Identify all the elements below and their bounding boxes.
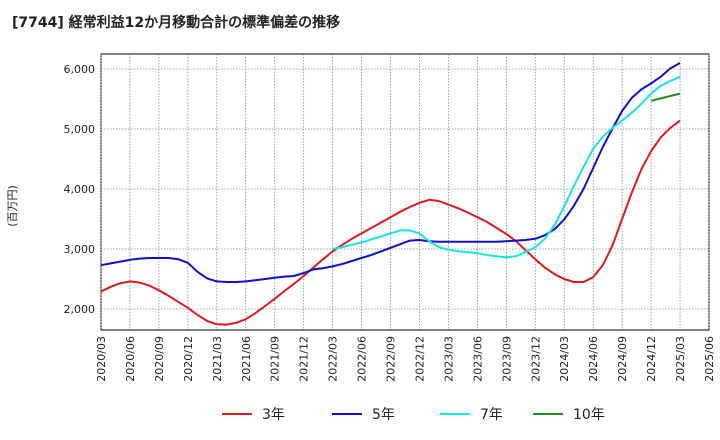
y-tick-label: 3,000 bbox=[64, 243, 96, 256]
x-tick-label: 2020/06 bbox=[124, 336, 137, 382]
x-tick-label: 2020/12 bbox=[182, 336, 195, 382]
x-tick-label: 2022/09 bbox=[385, 336, 398, 382]
y-tick-label: 5,000 bbox=[64, 123, 96, 136]
x-tick-label: 2022/03 bbox=[327, 336, 340, 382]
x-tick-label: 2024/12 bbox=[645, 336, 658, 382]
x-tick-label: 2025/06 bbox=[703, 336, 716, 382]
series-line-7年 bbox=[332, 75, 681, 259]
x-tick-label: 2021/09 bbox=[269, 336, 282, 382]
x-axis: 2020/03 2020/06 2020/09 2020/12 2021/03 2021/… bbox=[95, 336, 716, 382]
legend-label-10年: 10年 bbox=[573, 407, 605, 423]
x-tick-label: 2020/09 bbox=[153, 336, 166, 382]
plot-area bbox=[100, 53, 710, 331]
series-line-10年 bbox=[650, 92, 681, 102]
y-tick-label: 2,000 bbox=[64, 303, 96, 316]
x-tick-label: 2022/12 bbox=[413, 336, 426, 382]
legend: 3年 5年 7年 10年 bbox=[222, 407, 605, 423]
x-tick-label: 2024/09 bbox=[616, 336, 629, 382]
y-axis: 2,000 3,000 4,000 5,000 6,000 bbox=[64, 63, 96, 316]
y-tick-label: 6,000 bbox=[64, 63, 96, 76]
y-tick-label: 4,000 bbox=[64, 183, 96, 196]
plot-frame bbox=[100, 53, 710, 331]
x-tick-label: 2023/09 bbox=[500, 336, 513, 382]
y-axis-label: (百万円) bbox=[6, 185, 19, 227]
x-tick-label: 2024/06 bbox=[587, 336, 600, 382]
series-line-3年 bbox=[100, 119, 681, 326]
legend-label-3年: 3年 bbox=[262, 407, 285, 423]
chart-title: [7744] 経常利益12か月移動合計の標準偏差の推移 bbox=[12, 15, 341, 31]
x-tick-label: 2020/03 bbox=[95, 336, 108, 382]
grid bbox=[100, 54, 710, 330]
x-tick-label: 2025/03 bbox=[674, 336, 687, 382]
x-tick-label: 2023/12 bbox=[529, 336, 542, 382]
x-tick-label: 2024/03 bbox=[558, 336, 571, 382]
series-layer bbox=[100, 62, 681, 326]
x-tick-label: 2021/12 bbox=[298, 336, 311, 382]
x-tick-label: 2021/06 bbox=[240, 336, 253, 382]
x-tick-label: 2023/03 bbox=[442, 336, 455, 382]
legend-label-7年: 7年 bbox=[480, 407, 503, 423]
legend-label-5年: 5年 bbox=[372, 407, 395, 423]
series-line-5年 bbox=[100, 62, 681, 283]
x-tick-label: 2021/03 bbox=[211, 336, 224, 382]
x-tick-label: 2022/06 bbox=[356, 336, 369, 382]
x-tick-label: 2023/06 bbox=[471, 336, 484, 382]
